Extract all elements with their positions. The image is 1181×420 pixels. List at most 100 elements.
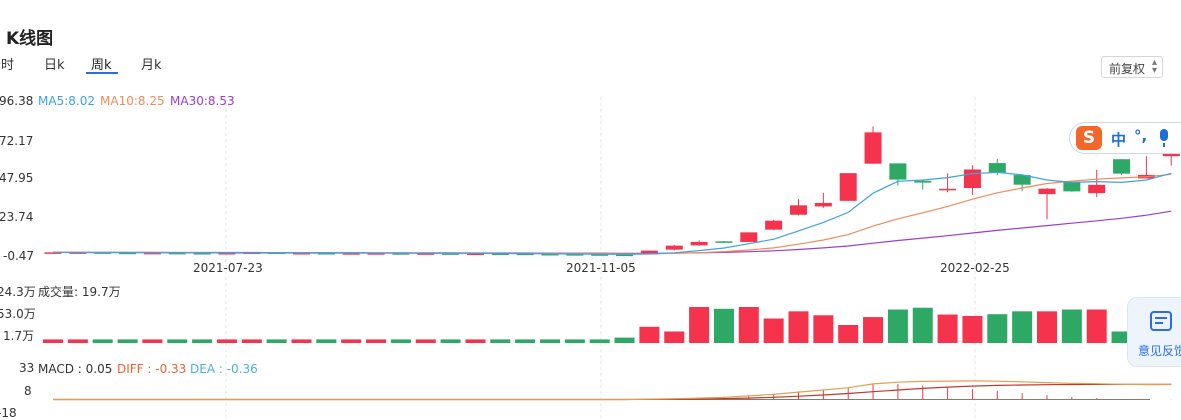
ime-toolbar[interactable]: S 中 °,	[1069, 122, 1181, 154]
candle-body	[119, 252, 137, 255]
volume-bar	[813, 315, 834, 343]
tab-fenshi[interactable]: 分时	[0, 58, 15, 73]
macd-tick: 8	[24, 384, 32, 398]
dea-line	[53, 383, 1172, 401]
candle-body	[516, 253, 534, 256]
candle-body	[143, 252, 161, 255]
volume-bar	[838, 325, 859, 343]
candle-body	[491, 253, 509, 255]
volume-bar	[564, 339, 585, 343]
candle-body	[988, 163, 1006, 174]
volume-tick: 24.3万	[0, 285, 36, 299]
volume-bar	[316, 339, 337, 343]
candle-body	[168, 252, 186, 255]
candle-body	[889, 163, 907, 180]
macd-legend-and-axis: MACD : 0.05 DIFF : -0.33 DEA : -0.36 33 …	[0, 361, 258, 420]
volume-bar	[440, 339, 461, 343]
volume-bar	[92, 339, 113, 343]
ma30-legend: MA30:8.53	[170, 94, 235, 108]
candle-body	[790, 205, 807, 215]
ma5-legend: MA5:8.02	[38, 94, 95, 108]
volume-bar	[142, 339, 163, 343]
candle-body	[1038, 188, 1056, 195]
tab-weekly-k[interactable]: 周k	[91, 58, 112, 73]
candle-body	[417, 253, 435, 255]
candle-body	[1113, 159, 1131, 174]
candles	[44, 126, 1180, 257]
volume-bar	[962, 316, 983, 343]
candle-body	[939, 188, 957, 191]
price-tick: -0.47	[3, 249, 34, 263]
candle-body	[317, 253, 335, 255]
candle-body	[914, 180, 932, 183]
volume-bar	[937, 314, 958, 343]
volume-bar	[863, 317, 884, 343]
volume-bars	[43, 307, 1132, 343]
volume-bar	[1061, 309, 1082, 343]
ma10-line	[53, 173, 1172, 255]
macd-legend: MACD : 0.05	[38, 362, 112, 376]
candle-body	[218, 253, 236, 255]
volume-bar	[43, 339, 63, 343]
tab-monthly-k[interactable]: 月k	[141, 58, 162, 73]
candle-body	[591, 254, 609, 256]
volume-axis-labels: 24.3万 53.0万 1.7万 成交量: 19.7万	[0, 284, 121, 343]
candle-body	[1063, 182, 1081, 192]
date-tick: 2021-07-23	[193, 261, 263, 275]
volume-bar	[589, 339, 610, 343]
candle-body	[44, 252, 62, 254]
volume-bar	[192, 339, 213, 343]
volume-bar	[216, 339, 237, 343]
volume-bar	[1037, 311, 1057, 343]
candle-body	[740, 232, 758, 242]
volume-bar	[241, 339, 262, 343]
tab-daily-k[interactable]: 日k	[44, 58, 65, 73]
macd-histogram	[53, 384, 1172, 401]
ma30-line	[53, 210, 1172, 254]
candle-body	[665, 245, 683, 250]
macd-tick: 33	[19, 361, 34, 375]
ma-legend: MA5:8.02 MA10:8.25 MA30:8.53	[38, 94, 235, 108]
volume-bar	[291, 339, 312, 343]
volume-bar	[341, 339, 362, 343]
volume-bar	[266, 339, 287, 343]
feedback-button[interactable]: 意见反馈	[1127, 297, 1181, 367]
ime-language-toggle[interactable]: 中	[1111, 131, 1127, 149]
microphone-icon[interactable]	[1160, 129, 1168, 147]
volume-bar	[67, 339, 88, 343]
candle-body	[616, 254, 634, 257]
volume-bar	[713, 308, 734, 343]
candle-body	[864, 132, 882, 164]
candle-body	[193, 253, 211, 255]
date-axis-labels: 2021-07-23 2021-11-05 2022-02-25	[193, 261, 1010, 275]
fuquan-select[interactable]: 前复权 ▴ ▾	[1101, 56, 1163, 78]
volume-tick: 1.7万	[3, 329, 34, 343]
volume-bar	[465, 339, 486, 343]
volume-legend: 成交量: 19.7万	[38, 284, 121, 299]
ime-punctuation-toggle[interactable]: °,	[1134, 127, 1148, 145]
volume-bar	[390, 339, 411, 343]
candle-body	[963, 169, 981, 189]
price-tick: 96.38	[0, 94, 33, 108]
candle-body	[367, 253, 385, 255]
candle-body	[1013, 175, 1031, 185]
volume-bar	[490, 339, 511, 343]
volume-bar	[788, 311, 809, 343]
volume-bar	[540, 339, 560, 343]
volume-bar	[664, 331, 685, 343]
page-title: K线图	[6, 29, 54, 49]
sogou-logo-icon[interactable]: S	[1076, 126, 1102, 150]
candle-body	[392, 253, 410, 255]
price-tick: 72.17	[0, 134, 33, 148]
volume-bar	[614, 337, 635, 343]
volume-bar	[1086, 309, 1107, 343]
candle-body	[69, 252, 87, 254]
updown-chevron-icon: ▴ ▾	[1151, 57, 1157, 76]
candle-body	[715, 241, 733, 243]
volume-bar	[763, 318, 784, 343]
volume-bar	[1111, 331, 1132, 343]
fuquan-select-label: 前复权	[1109, 62, 1146, 76]
candle-body	[765, 220, 783, 230]
candle-body	[690, 241, 708, 246]
volume-bar	[987, 314, 1008, 343]
